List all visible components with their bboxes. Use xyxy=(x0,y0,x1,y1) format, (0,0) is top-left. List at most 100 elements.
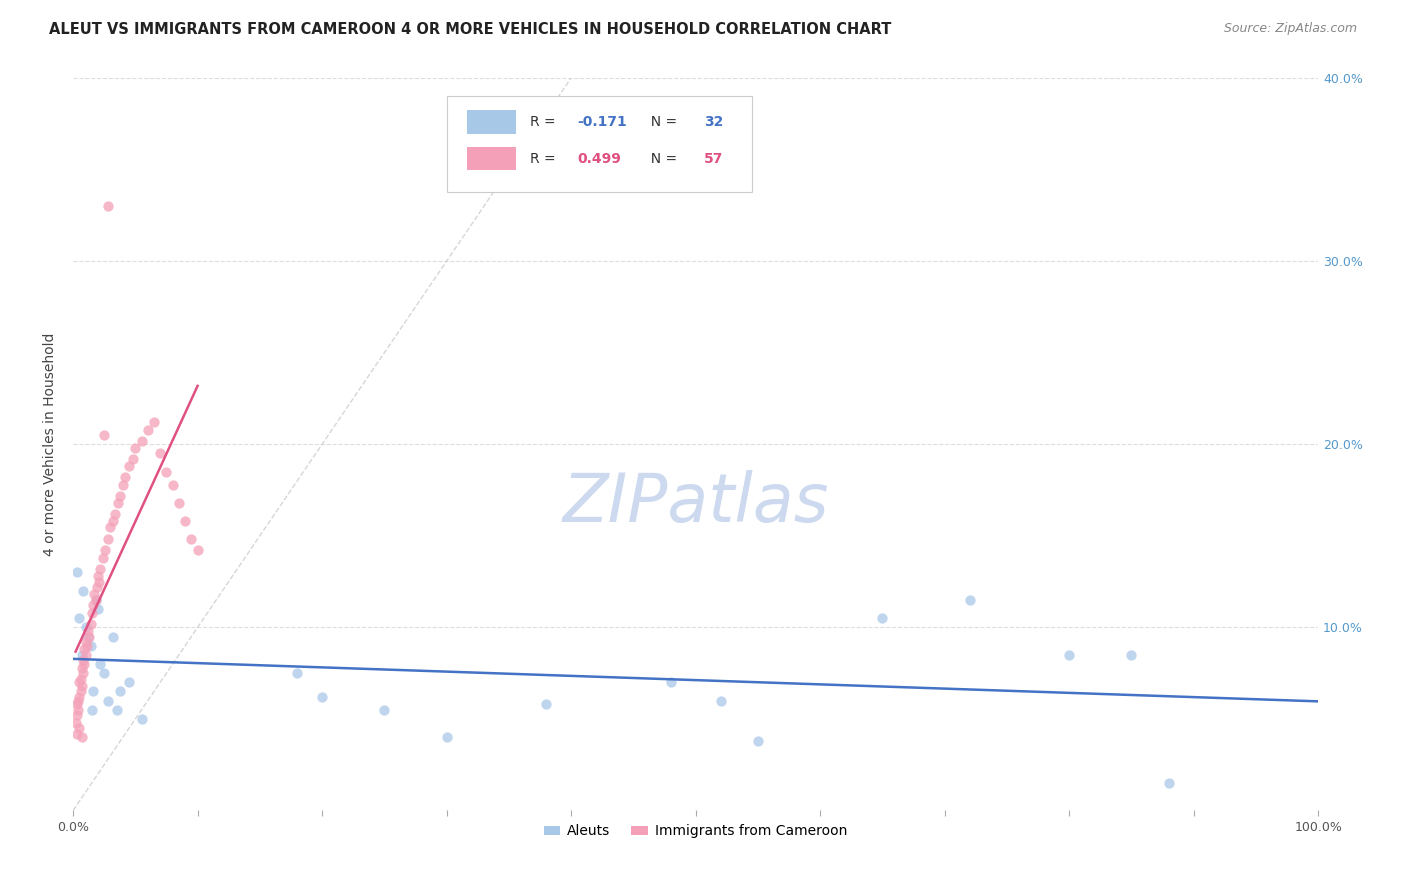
Point xyxy=(67,703,90,717)
Point xyxy=(93,428,115,442)
Point xyxy=(67,611,90,625)
FancyBboxPatch shape xyxy=(467,147,516,170)
Point xyxy=(69,684,91,698)
Point xyxy=(73,642,96,657)
Point xyxy=(436,730,458,744)
Point xyxy=(174,514,197,528)
Point xyxy=(143,415,166,429)
Point xyxy=(373,703,395,717)
Point xyxy=(66,708,89,723)
Legend: Aleuts, Immigrants from Cameroon: Aleuts, Immigrants from Cameroon xyxy=(538,819,853,844)
Point xyxy=(100,519,122,533)
Point xyxy=(94,543,117,558)
Point xyxy=(97,199,120,213)
Point xyxy=(69,672,91,686)
Point xyxy=(87,569,110,583)
Point xyxy=(67,675,90,690)
Text: 57: 57 xyxy=(704,152,724,166)
Point xyxy=(105,703,128,717)
Point xyxy=(89,574,111,589)
Point xyxy=(79,616,101,631)
Point xyxy=(66,566,89,580)
Text: R =: R = xyxy=(530,115,560,129)
Point xyxy=(77,630,100,644)
Point xyxy=(959,593,981,607)
Point xyxy=(118,459,141,474)
Text: 0.499: 0.499 xyxy=(578,152,621,166)
Text: Source: ZipAtlas.com: Source: ZipAtlas.com xyxy=(1223,22,1357,36)
Point xyxy=(84,593,107,607)
Point xyxy=(82,684,104,698)
Point xyxy=(70,648,93,662)
Point xyxy=(77,624,100,638)
Point xyxy=(121,451,143,466)
Point xyxy=(67,690,90,704)
Point xyxy=(187,543,209,558)
Point xyxy=(110,684,132,698)
Point xyxy=(747,734,769,748)
Point xyxy=(66,726,89,740)
Point xyxy=(136,423,159,437)
Point xyxy=(73,657,96,671)
Text: 32: 32 xyxy=(704,115,724,129)
Point xyxy=(67,693,90,707)
Point xyxy=(75,635,97,649)
Point xyxy=(65,715,87,730)
Point xyxy=(97,533,120,547)
Point xyxy=(80,606,103,620)
Point xyxy=(285,666,308,681)
Point xyxy=(118,675,141,690)
Point xyxy=(89,562,111,576)
Point xyxy=(124,441,146,455)
Point xyxy=(77,630,100,644)
Point xyxy=(97,693,120,707)
Point xyxy=(104,507,127,521)
Text: N =: N = xyxy=(643,152,682,166)
Text: R =: R = xyxy=(530,152,560,166)
Point xyxy=(72,653,94,667)
Text: ZIPatlas: ZIPatlas xyxy=(562,470,830,536)
Point xyxy=(79,639,101,653)
Point xyxy=(1157,776,1180,790)
Point xyxy=(75,620,97,634)
Point xyxy=(101,630,124,644)
Y-axis label: 4 or more Vehicles in Household: 4 or more Vehicles in Household xyxy=(44,333,58,556)
Text: -0.171: -0.171 xyxy=(578,115,627,129)
Point xyxy=(72,583,94,598)
Point xyxy=(70,660,93,674)
Point xyxy=(93,666,115,681)
Point xyxy=(76,639,98,653)
Point xyxy=(72,666,94,681)
Point xyxy=(162,477,184,491)
Point xyxy=(111,477,134,491)
Point xyxy=(311,690,333,704)
Point xyxy=(70,730,93,744)
Point xyxy=(75,648,97,662)
Point xyxy=(155,465,177,479)
Point xyxy=(167,496,190,510)
Point xyxy=(1121,648,1143,662)
Point xyxy=(107,496,129,510)
Point xyxy=(83,587,105,601)
FancyBboxPatch shape xyxy=(467,111,516,134)
Point xyxy=(66,698,89,712)
Point xyxy=(87,602,110,616)
Text: N =: N = xyxy=(643,115,682,129)
Point xyxy=(114,470,136,484)
Point xyxy=(1057,648,1080,662)
Point xyxy=(709,693,731,707)
Point xyxy=(80,703,103,717)
Point xyxy=(872,611,894,625)
Point xyxy=(84,593,107,607)
Text: ALEUT VS IMMIGRANTS FROM CAMEROON 4 OR MORE VEHICLES IN HOUSEHOLD CORRELATION CH: ALEUT VS IMMIGRANTS FROM CAMEROON 4 OR M… xyxy=(49,22,891,37)
Point xyxy=(131,712,153,726)
Point xyxy=(91,550,114,565)
Point xyxy=(101,514,124,528)
Point xyxy=(67,721,90,735)
Point xyxy=(70,679,93,693)
Point xyxy=(110,489,132,503)
Point xyxy=(82,599,104,613)
Point xyxy=(534,698,557,712)
Point xyxy=(86,580,108,594)
Point xyxy=(89,657,111,671)
